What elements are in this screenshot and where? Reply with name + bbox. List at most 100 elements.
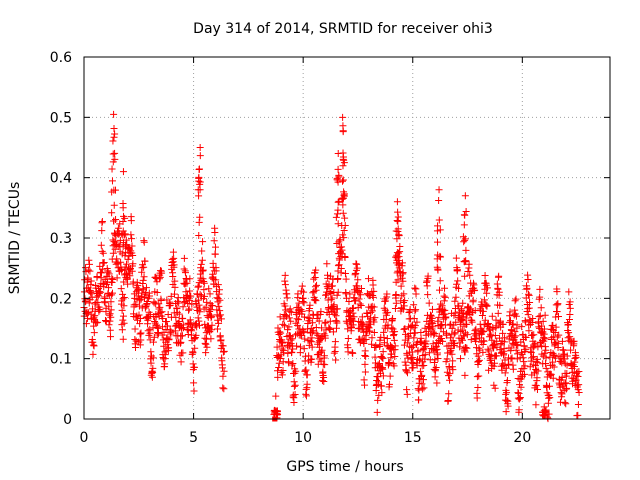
data-point	[563, 370, 571, 378]
data-point	[108, 289, 116, 297]
data-point	[346, 290, 354, 298]
data-point	[90, 342, 98, 350]
data-point	[524, 311, 532, 319]
data-point	[105, 302, 113, 310]
data-point	[397, 282, 405, 290]
data-point	[321, 334, 329, 342]
data-point	[129, 260, 137, 268]
data-point	[179, 303, 187, 311]
data-point	[87, 277, 95, 285]
data-point	[118, 326, 126, 334]
data-point	[112, 186, 120, 194]
data-point	[186, 275, 194, 283]
data-point	[333, 319, 341, 327]
data-point	[335, 171, 343, 179]
data-point	[151, 317, 159, 325]
data-point	[288, 361, 296, 369]
data-point	[349, 349, 357, 357]
data-point	[208, 312, 216, 320]
data-point	[508, 320, 516, 328]
data-point	[185, 306, 193, 314]
data-point	[466, 271, 474, 279]
data-point	[305, 341, 313, 349]
data-point	[435, 197, 443, 205]
data-point	[191, 344, 199, 352]
data-point	[197, 260, 205, 268]
data-point	[490, 359, 498, 367]
data-point	[522, 334, 530, 342]
data-point	[377, 382, 385, 390]
data-point	[540, 403, 548, 411]
data-point	[375, 360, 383, 368]
data-point	[431, 329, 439, 337]
data-point	[120, 294, 128, 302]
data-point	[299, 294, 307, 302]
data-point	[371, 314, 379, 322]
data-point	[460, 211, 468, 219]
data-point	[108, 209, 116, 217]
data-point	[108, 165, 116, 173]
data-point	[299, 326, 307, 334]
data-point	[480, 327, 488, 335]
data-point	[475, 357, 482, 365]
data-point	[317, 308, 325, 316]
data-point	[440, 297, 448, 305]
data-point	[461, 272, 469, 280]
data-point	[300, 288, 308, 296]
data-point	[463, 320, 471, 328]
data-point	[541, 311, 549, 319]
data-point	[403, 386, 411, 394]
data-point	[402, 367, 410, 375]
data-point	[105, 270, 113, 278]
data-point	[98, 217, 106, 225]
data-point	[393, 235, 401, 243]
data-point	[379, 348, 387, 356]
data-point	[564, 321, 572, 329]
data-point	[541, 335, 549, 343]
data-point	[219, 384, 227, 392]
data-point	[512, 312, 520, 320]
data-point	[98, 227, 106, 235]
data-point	[96, 306, 104, 314]
data-point	[306, 301, 314, 309]
data-point	[465, 260, 473, 268]
data-point	[207, 326, 215, 334]
data-point	[329, 282, 337, 290]
data-point	[439, 337, 447, 345]
data-point	[344, 335, 352, 343]
data-point	[312, 297, 320, 305]
data-point	[341, 254, 349, 262]
data-point	[135, 311, 143, 319]
data-point	[415, 386, 423, 394]
data-point	[186, 316, 194, 324]
data-point	[420, 384, 428, 392]
data-point	[149, 354, 157, 362]
data-point	[339, 128, 347, 136]
data-point	[111, 155, 119, 163]
data-point	[202, 329, 210, 337]
data-point	[215, 302, 223, 310]
data-point	[533, 386, 541, 394]
data-point	[530, 341, 538, 349]
data-point	[214, 316, 222, 324]
data-point	[409, 354, 417, 362]
data-point	[306, 337, 314, 345]
data-point	[575, 381, 583, 389]
data-point	[107, 313, 115, 321]
data-point	[106, 310, 114, 318]
data-point	[90, 329, 98, 337]
data-point	[394, 257, 402, 265]
data-point	[537, 322, 545, 330]
data-point	[203, 312, 211, 320]
data-point	[200, 278, 208, 286]
data-point	[327, 290, 335, 298]
x-tick-labels: 0 5 10 15 20	[80, 430, 532, 446]
x-tick-label: 5	[189, 430, 198, 446]
data-point	[315, 317, 323, 325]
data-point	[425, 349, 433, 357]
data-point	[491, 332, 499, 340]
data-point	[300, 329, 308, 337]
data-point	[550, 363, 558, 371]
data-point	[188, 327, 196, 335]
data-point	[340, 234, 348, 242]
